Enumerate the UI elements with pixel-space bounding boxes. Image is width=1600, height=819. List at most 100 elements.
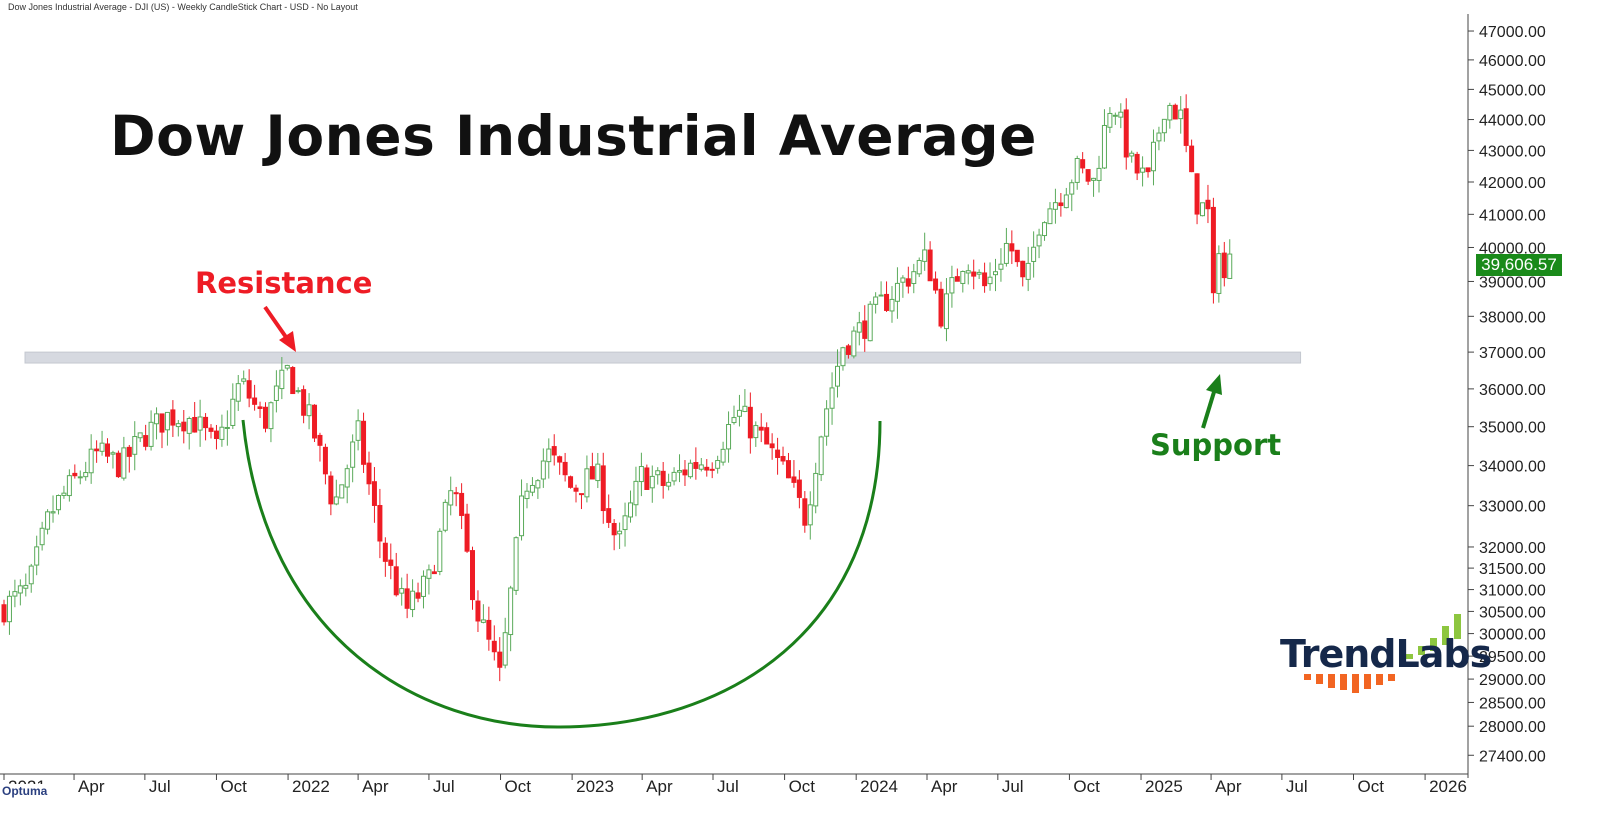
candle-down xyxy=(257,406,263,409)
candle-up xyxy=(813,472,819,507)
candle-up xyxy=(164,411,170,431)
y-tick-label: 28000.00 xyxy=(1479,719,1546,736)
candle-down xyxy=(262,406,268,429)
candle-down xyxy=(1014,249,1020,263)
support-arrow-shaft xyxy=(1201,391,1216,429)
candle-up xyxy=(818,436,824,476)
candle-up xyxy=(829,387,835,409)
candle-up xyxy=(355,420,361,441)
y-tick-label: 35000.00 xyxy=(1479,420,1546,437)
candle-up xyxy=(698,464,704,470)
candle-down xyxy=(1134,153,1140,174)
candle-down xyxy=(497,651,503,668)
x-tick-label: 2025 xyxy=(1145,777,1183,796)
y-tick-label: 29500.00 xyxy=(1479,649,1546,666)
candle-up xyxy=(83,472,89,478)
candle-up xyxy=(241,378,247,382)
candle-up xyxy=(6,595,12,623)
candle-up xyxy=(279,369,285,390)
last-price-tag: 39,606.57 xyxy=(1476,254,1562,276)
y-tick-label: 36000.00 xyxy=(1479,382,1546,399)
resistance-arrowhead xyxy=(279,331,296,352)
resistance-label: Resistance xyxy=(195,266,373,300)
candle-down xyxy=(905,278,911,287)
candle-up xyxy=(175,423,181,428)
candle-down xyxy=(159,413,165,433)
candle-up xyxy=(1140,167,1146,173)
candle-down xyxy=(1085,169,1091,182)
candle-down xyxy=(1058,202,1064,207)
candle-down xyxy=(1,604,7,623)
y-tick-label: 27400.00 xyxy=(1479,748,1546,765)
y-tick-label: 39000.00 xyxy=(1479,274,1546,291)
x-tick-label: Oct xyxy=(505,777,532,796)
candle-down xyxy=(938,288,944,327)
candle-up xyxy=(513,537,519,591)
candle-up xyxy=(911,271,917,285)
y-tick-label: 46000.00 xyxy=(1479,53,1546,70)
y-tick-label: 40000.00 xyxy=(1479,240,1546,257)
candle-up xyxy=(186,417,192,434)
candle-down xyxy=(290,367,296,395)
candle-up xyxy=(99,442,105,452)
candle-down xyxy=(568,476,574,488)
candle-up xyxy=(1096,167,1102,181)
candle-up xyxy=(1063,194,1069,209)
candle-down xyxy=(366,462,372,485)
candle-up xyxy=(720,448,726,463)
candle-down xyxy=(1210,206,1216,294)
x-tick-label: Oct xyxy=(1357,777,1384,796)
candle-down xyxy=(1020,260,1026,278)
candle-up xyxy=(34,546,40,566)
candle-up xyxy=(154,413,160,425)
candle-up xyxy=(235,383,241,402)
candle-up xyxy=(960,270,966,284)
y-tick-label: 29000.00 xyxy=(1479,672,1546,689)
candle-down xyxy=(551,446,557,456)
logo-orange-bar xyxy=(1340,674,1347,690)
candle-down xyxy=(1205,199,1211,210)
candle-up xyxy=(1091,177,1097,181)
candle-up xyxy=(529,484,535,493)
candle-down xyxy=(557,456,563,463)
candle-up xyxy=(306,404,312,417)
candle-up xyxy=(1047,208,1053,225)
candle-down xyxy=(802,498,808,526)
candle-up xyxy=(687,462,693,478)
candle-up xyxy=(922,249,928,262)
candle-up xyxy=(671,471,677,482)
candle-up xyxy=(976,271,982,275)
y-axis: 47000.00 46000.00 45000.00 44000.00 43000.00… xyxy=(1467,14,1546,778)
candle-up xyxy=(508,587,514,636)
candle-up xyxy=(1129,152,1135,157)
candle-up xyxy=(535,480,541,489)
candle-up xyxy=(442,501,448,531)
candle-up xyxy=(23,584,29,589)
candle-up xyxy=(987,276,993,285)
candle-up xyxy=(595,463,601,482)
candle-down xyxy=(1172,104,1178,120)
logo-green-bar xyxy=(1418,646,1425,655)
y-tick-label: 30000.00 xyxy=(1479,627,1546,644)
x-tick-label: Apr xyxy=(646,777,673,796)
candle-down xyxy=(491,640,497,653)
candle-up xyxy=(55,495,61,511)
candle-down xyxy=(94,448,100,452)
candle-up xyxy=(736,409,742,417)
candle-up xyxy=(224,426,230,429)
candle-up xyxy=(949,277,955,294)
candle-up xyxy=(835,365,841,387)
y-tick-label: 30500.00 xyxy=(1479,604,1546,621)
y-tick-label: 42000.00 xyxy=(1479,175,1546,192)
candle-up xyxy=(867,303,873,342)
candle-down xyxy=(382,542,388,562)
candle-down xyxy=(72,472,78,477)
candle-up xyxy=(1042,222,1048,237)
candle-up xyxy=(230,398,236,426)
candle-down xyxy=(758,426,764,431)
candle-up xyxy=(39,527,45,546)
candle-up xyxy=(655,470,661,476)
candle-up xyxy=(731,417,737,424)
candle-down xyxy=(606,508,612,523)
candle-down xyxy=(954,276,960,282)
